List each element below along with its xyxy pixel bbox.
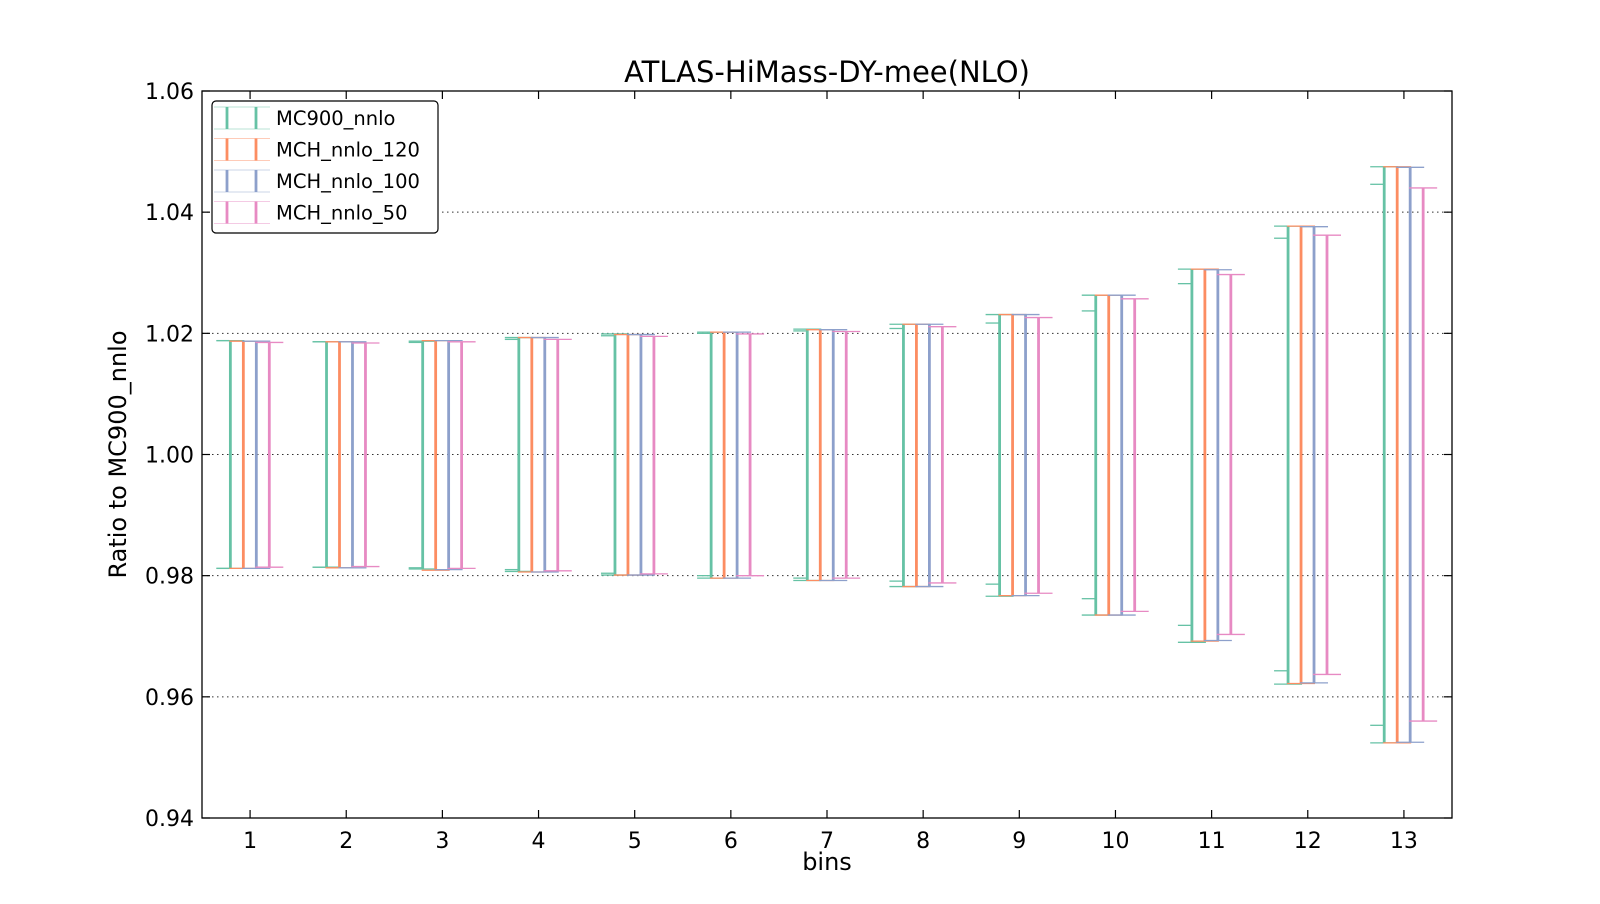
- y-tick-label: 1.04: [145, 201, 194, 226]
- grid-lines: [202, 211, 1452, 698]
- x-tick-labels: 1 2 3 4 5 6 7 8 9 10 11 12 13: [243, 829, 1418, 854]
- legend-box: [211, 100, 439, 234]
- x-axis-label: bins: [802, 848, 852, 876]
- legend-item-MCH_nnlo_50: MCH_nnlo_50: [214, 201, 407, 225]
- y-tick-label: 0.98: [145, 565, 194, 590]
- error-bars: [216, 166, 1438, 744]
- legend-label: MC900_nnlo: [276, 107, 395, 130]
- legend-item-MCH_nnlo_120: MCH_nnlo_120: [214, 138, 420, 162]
- y-tick-labels: 0.94 0.96 0.98 1.00 1.02 1.04 1.06: [145, 80, 194, 832]
- x-tick-label: 7: [820, 829, 834, 854]
- x-tick-label: 13: [1390, 829, 1418, 854]
- legend-label: MCH_nnlo_100: [276, 170, 420, 193]
- chart-title: ATLAS-HiMass-DY-mee(NLO): [624, 55, 1030, 89]
- x-tick-label: 2: [339, 829, 353, 854]
- x-tick-label: 9: [1012, 829, 1026, 854]
- y-tick-label: 1.06: [145, 80, 194, 105]
- x-tick-label: 12: [1294, 829, 1322, 854]
- x-tick-label: 3: [435, 829, 449, 854]
- series-MCH_nnlo_100: [242, 166, 1425, 743]
- series-MC900_nnlo: [216, 166, 1399, 744]
- series-MCH_nnlo_120: [229, 166, 1412, 744]
- x-tick-label: 4: [532, 829, 546, 854]
- x-tick-label: 1: [243, 829, 257, 854]
- y-tick-label: 0.94: [145, 807, 194, 832]
- x-tick-label: 5: [628, 829, 642, 854]
- y-tick-label: 1.00: [145, 444, 194, 469]
- legend-item-MCH_nnlo_100: MCH_nnlo_100: [214, 169, 420, 193]
- x-tick-label: 6: [724, 829, 738, 854]
- legend: MC900_nnlo MCH_nnlo_120 MCH_nnlo_100 MCH_nn…: [211, 100, 439, 234]
- x-tick-label: 10: [1101, 829, 1129, 854]
- legend-label: MCH_nnlo_120: [276, 139, 420, 162]
- y-axis-label: Ratio to MC900_nnlo: [104, 330, 132, 578]
- legend-label: MCH_nnlo_50: [276, 202, 407, 225]
- y-tick-label: 0.96: [145, 686, 194, 711]
- x-tick-label: 11: [1198, 829, 1226, 854]
- axis-ticks: [202, 90, 1452, 819]
- legend-item-MC900_nnlo: MC900_nnlo: [214, 106, 395, 130]
- x-tick-label: 8: [916, 829, 930, 854]
- y-tick-label: 1.02: [145, 322, 194, 347]
- series-MCH_nnlo_50: [255, 187, 1438, 722]
